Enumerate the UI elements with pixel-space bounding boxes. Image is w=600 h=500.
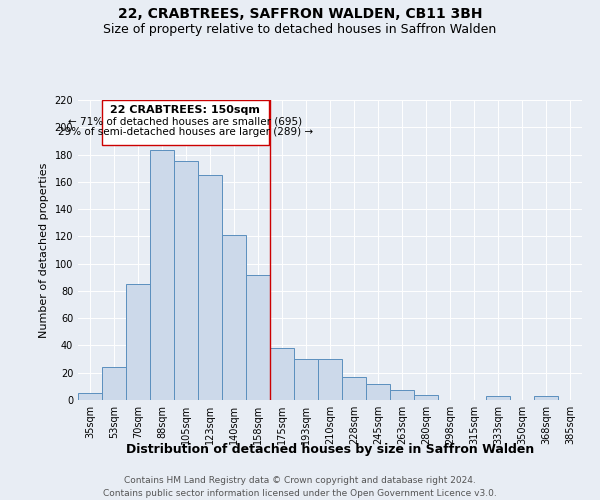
Bar [150, 150, 174, 400]
Text: Distribution of detached houses by size in Saffron Walden: Distribution of detached houses by size … [126, 442, 534, 456]
Bar [366, 384, 390, 400]
Bar [342, 377, 366, 400]
Bar [198, 175, 222, 400]
FancyBboxPatch shape [102, 100, 269, 145]
Bar [414, 394, 438, 400]
Bar [318, 359, 342, 400]
Text: 29% of semi-detached houses are larger (289) →: 29% of semi-detached houses are larger (… [58, 128, 313, 138]
Bar [78, 393, 102, 400]
Bar [294, 359, 318, 400]
Bar [534, 396, 558, 400]
Text: 22, CRABTREES, SAFFRON WALDEN, CB11 3BH: 22, CRABTREES, SAFFRON WALDEN, CB11 3BH [118, 8, 482, 22]
Bar [102, 368, 126, 400]
Bar [222, 235, 246, 400]
Text: Contains HM Land Registry data © Crown copyright and database right 2024.
Contai: Contains HM Land Registry data © Crown c… [103, 476, 497, 498]
Text: Size of property relative to detached houses in Saffron Walden: Size of property relative to detached ho… [103, 22, 497, 36]
Bar [126, 284, 150, 400]
Text: 22 CRABTREES: 150sqm: 22 CRABTREES: 150sqm [110, 106, 260, 116]
Text: ← 71% of detached houses are smaller (695): ← 71% of detached houses are smaller (69… [68, 116, 302, 126]
Bar [270, 348, 294, 400]
Bar [246, 274, 270, 400]
Bar [390, 390, 414, 400]
Bar [174, 162, 198, 400]
Y-axis label: Number of detached properties: Number of detached properties [39, 162, 49, 338]
Bar [486, 396, 510, 400]
